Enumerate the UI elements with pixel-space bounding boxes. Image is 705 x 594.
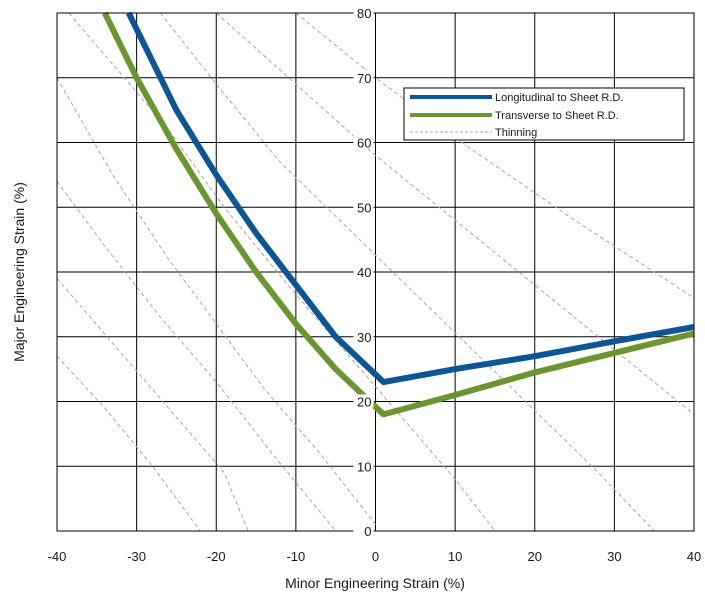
legend-label-longitudinal: Longitudinal to Sheet R.D. (495, 92, 623, 104)
x-tick-label: 40 (687, 549, 701, 564)
thinning-line (56, 278, 249, 532)
plot-frame (56, 12, 695, 532)
y-tick-labels: 0 10 20 30 40 50 60 70 80 (353, 6, 374, 539)
series-line-transverse (102, 11, 695, 418)
y-tick-label: 60 (357, 136, 371, 151)
x-tick-label: 10 (448, 549, 462, 564)
y-tick-label-bg (353, 70, 374, 84)
y-tick-label-bg (353, 329, 374, 343)
x-tick-label: 20 (528, 549, 542, 564)
y-tick-label: 70 (357, 71, 371, 86)
thinning-line (56, 181, 337, 532)
y-tick-label: 30 (357, 330, 371, 345)
x-axis-title: Minor Engineering Strain (%) (285, 575, 465, 591)
y-tick-label-bg (353, 135, 374, 149)
thinning-line (215, 12, 695, 415)
y-tick-label-bg (353, 459, 374, 473)
x-tick-labels: -40 -30 -20 -10 0 10 20 30 40 (48, 549, 702, 564)
legend: Longitudinal to Sheet R.D. Transverse to… (403, 87, 685, 141)
y-tick-label-bg (353, 265, 374, 278)
y-tick-label-bg (353, 524, 374, 537)
x-tick-label: -10 (286, 549, 305, 564)
x-tick-label: -40 (48, 549, 67, 564)
thinning-line (68, 12, 496, 532)
y-tick-label: 10 (357, 459, 371, 474)
y-tick-label: 80 (357, 6, 371, 21)
x-tick-label: 30 (607, 549, 621, 564)
y-tick-label-bg (353, 200, 374, 214)
y-tick-label: 0 (364, 524, 371, 539)
series-line-longitudinal (126, 11, 695, 386)
thinning-lines (56, 12, 695, 532)
series-group (102, 11, 695, 418)
x-tick-label: 0 (372, 549, 379, 564)
y-tick-label: 20 (357, 395, 371, 410)
x-tick-label: -20 (207, 549, 226, 564)
y-tick-label: 50 (357, 200, 371, 215)
y-tick-label-bg (353, 394, 374, 408)
thinning-line (56, 355, 201, 532)
x-tick-label: -30 (127, 549, 146, 564)
legend-label-thinning: Thinning (495, 127, 537, 139)
y-tick-label-bg (353, 6, 374, 19)
thinning-line (160, 12, 655, 532)
y-axis-title: Major Engineering Strain (%) (11, 182, 27, 362)
thinning-line (295, 12, 695, 299)
y-tick-label: 40 (357, 265, 371, 280)
legend-label-transverse: Transverse to Sheet R.D. (495, 110, 619, 122)
